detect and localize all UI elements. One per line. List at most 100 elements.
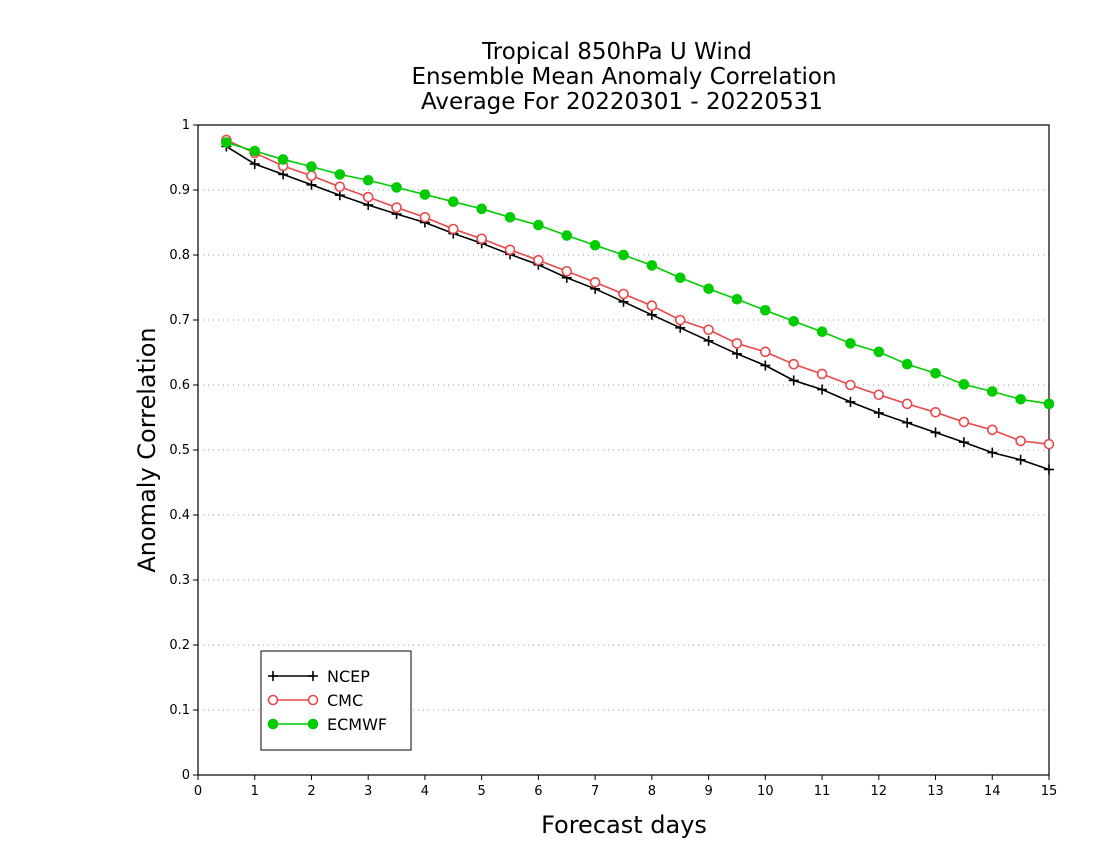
chart-title-line-3: Average For 20220301 - 20220531: [421, 89, 823, 115]
ncep-point: [760, 360, 771, 371]
ecmwf-point: [391, 182, 402, 193]
ecmwf-point: [533, 219, 544, 231]
cmc-point: [504, 244, 516, 256]
ecmwf-point: [334, 169, 346, 180]
cmc-point: [476, 233, 487, 245]
ncep-point: [817, 384, 828, 395]
ncep-point: [873, 407, 884, 418]
ecmwf-point: [760, 304, 771, 316]
cmc-point: [419, 212, 431, 223]
x-tick-label: 3: [364, 784, 372, 799]
cmc-point: [561, 265, 573, 277]
x-tick-label: 12: [871, 784, 888, 799]
legend-label-ecmwf: ECMWF: [327, 715, 387, 734]
x-tick-label: 7: [591, 784, 599, 799]
ncep-point: [987, 447, 998, 458]
ncep-point: [958, 437, 969, 448]
y-tick-label: 0.9: [169, 183, 190, 198]
cmc-line: [226, 139, 1050, 445]
y-tick-label: 0.3: [169, 573, 190, 588]
ecmwf-point: [816, 326, 828, 338]
y-tick-label: 0.6: [169, 378, 190, 393]
ncep-point: [930, 427, 941, 438]
ecmwf-point: [930, 368, 941, 379]
legend-label-ncep: NCEP: [327, 667, 370, 686]
ecmwf-point: [845, 338, 856, 349]
x-tick-label: 1: [251, 784, 259, 799]
cmc-point: [816, 368, 828, 380]
legend-marker-ncep: [268, 671, 278, 681]
legend-marker-ecmwf: [267, 718, 279, 730]
ncep-point: [845, 396, 856, 407]
x-tick-label: 10: [757, 784, 774, 799]
chart-title-line-1: Tropical 850hPa U Wind: [481, 39, 752, 65]
cmc-point: [674, 314, 686, 326]
cmc-point: [986, 424, 998, 436]
cmc-point: [731, 338, 743, 349]
ecmwf-point: [504, 212, 516, 223]
ncep-point: [788, 375, 799, 386]
series-ncep: [221, 141, 1054, 475]
ecmwf-point: [1043, 398, 1055, 410]
legend-item-ncep: NCEP: [268, 667, 370, 686]
ncep-point: [646, 309, 657, 320]
legend-item-cmc: CMC: [267, 691, 363, 710]
ncep-point: [731, 348, 742, 359]
cmc-point: [1043, 438, 1055, 450]
cmc-point: [447, 223, 459, 235]
ncep-line: [225, 145, 1050, 471]
ecmwf-point: [277, 154, 289, 165]
ecmwf-point: [476, 203, 487, 215]
cmc-point: [646, 300, 658, 312]
cmc-point: [362, 191, 374, 203]
legend-marker-cmc: [307, 694, 319, 706]
ncep-point: [306, 179, 317, 190]
legend-marker-cmc: [267, 694, 279, 706]
cmc-point: [760, 346, 771, 358]
y-tick-label: 0.4: [169, 508, 190, 523]
legend-label-cmc: CMC: [327, 691, 363, 710]
cmc-point: [788, 358, 800, 370]
ecmwf-point: [306, 161, 317, 172]
ecmwf-point: [873, 346, 885, 358]
ecmwf-point: [561, 230, 573, 241]
legend-marker-ncep: [308, 671, 318, 681]
x-tick-label: 5: [478, 784, 486, 799]
ncep-point: [1044, 464, 1054, 475]
legend-marker-ecmwf: [307, 718, 319, 730]
y-tick-label: 0.1: [169, 703, 190, 718]
ecmwf-point: [221, 137, 232, 148]
ncep-point: [902, 417, 913, 428]
x-axis-ticks: 0 1 2 3 4 5 6 7 8 9 10 11 12 13 14 15: [194, 775, 1057, 799]
cmc-point: [533, 254, 544, 266]
legend-item-ecmwf: ECMWF: [267, 715, 387, 734]
ecmwf-point: [674, 272, 686, 284]
y-tick-label: 1: [182, 118, 190, 133]
ecmwf-point: [731, 293, 743, 305]
ncep-point: [1015, 454, 1026, 465]
series-lines: [221, 134, 1055, 475]
x-axis-label: Forecast days: [541, 811, 707, 839]
x-tick-label: 4: [421, 784, 429, 799]
y-axis-label: Anomaly Correlation: [133, 327, 161, 572]
y-tick-label: 0: [182, 768, 190, 783]
cmc-point: [958, 416, 970, 428]
chart-title-line-2: Ensemble Mean Anomaly Correlation: [411, 64, 836, 90]
ecmwf-point: [618, 249, 629, 261]
ecmwf-point: [362, 174, 374, 186]
cmc-point: [703, 324, 714, 336]
cmc-point: [845, 379, 856, 391]
ecmwf-point: [249, 145, 261, 157]
x-tick-label: 15: [1041, 784, 1058, 799]
x-tick-label: 14: [984, 784, 1001, 799]
gridlines: [198, 189, 1049, 711]
ecmwf-point: [589, 239, 601, 251]
cmc-point: [618, 288, 629, 300]
y-axis-ticks: 0 0.1 0.2 0.3 0.4 0.5 0.6 0.7 0.8 0.9 1: [169, 118, 198, 783]
x-tick-label: 9: [704, 784, 712, 799]
ecmwf-point: [703, 283, 714, 295]
cmc-point: [1015, 435, 1026, 447]
x-tick-label: 13: [927, 784, 944, 799]
cmc-point: [930, 406, 941, 418]
